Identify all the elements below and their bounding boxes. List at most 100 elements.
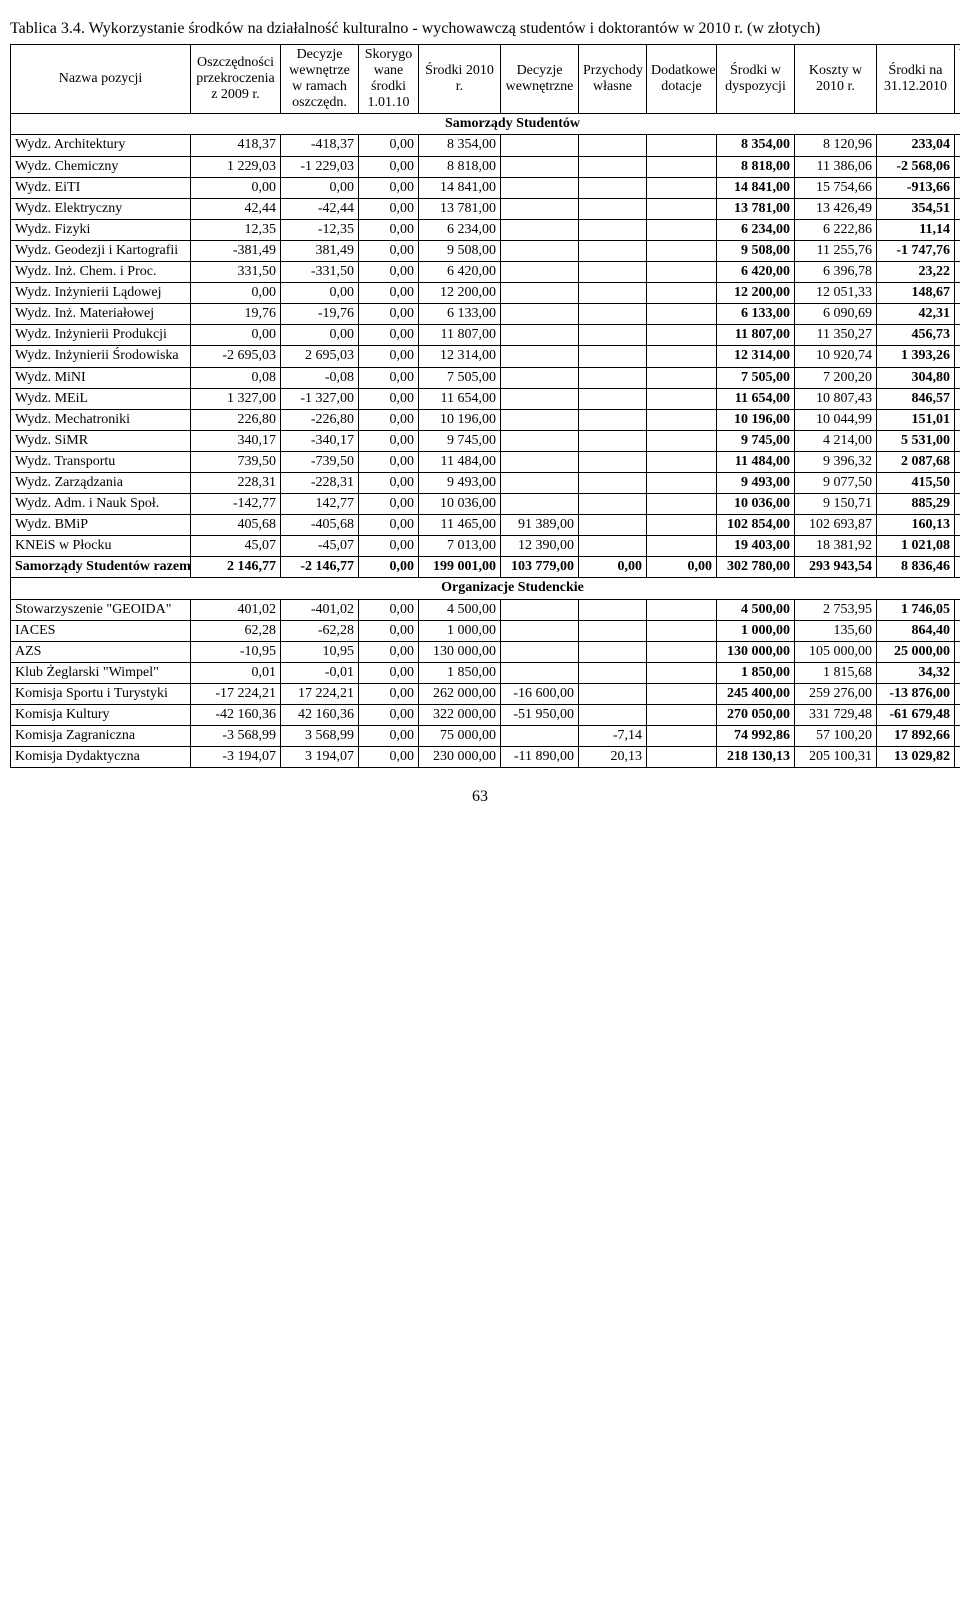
cell: [501, 641, 579, 662]
cell: 0,00: [359, 515, 419, 536]
cell: 228,31: [191, 472, 281, 493]
cell: [647, 620, 717, 641]
cell: [647, 367, 717, 388]
cell: 405,68: [191, 515, 281, 536]
table-row: Wydz. BMiP405,68-405,680,0011 465,0091 3…: [11, 515, 960, 536]
row-name: Komisja Kultury: [11, 705, 191, 726]
cell: 34,32: [877, 662, 955, 683]
table-row: Klub Żeglarski "Wimpel"0,01-0,010,001 85…: [11, 662, 960, 683]
cell: [647, 283, 717, 304]
cell: [647, 641, 717, 662]
row-name: IACES: [11, 620, 191, 641]
table-row: Wydz. Inżynierii Lądowej0,000,000,0012 2…: [11, 283, 960, 304]
cell: 9 745,00: [717, 430, 795, 451]
cell: 10 807,43: [795, 388, 877, 409]
cell: -16 600,00: [501, 683, 579, 704]
cell: -17 224,21: [191, 683, 281, 704]
cell: 11 807,00: [717, 325, 795, 346]
cell: -51 950,00: [501, 705, 579, 726]
cell: 0,00: [359, 599, 419, 620]
cell: 7 505,00: [717, 367, 795, 388]
cell: 0,00: [281, 177, 359, 198]
cell: [501, 262, 579, 283]
cell: 130 000,00: [717, 641, 795, 662]
row-name: Wydz. Geodezji i Kartografii: [11, 240, 191, 261]
cell: 2 087,68: [877, 451, 955, 472]
cell: [579, 388, 647, 409]
cell: -418,37: [281, 135, 359, 156]
cell: 80,8: [955, 641, 960, 662]
cell: 11 255,76: [795, 240, 877, 261]
cell: 102 693,87: [795, 515, 877, 536]
cell: [501, 430, 579, 451]
cell: 0,00: [359, 430, 419, 451]
cell: [579, 536, 647, 557]
table-row: Wydz. MiNI0,08-0,080,007 505,007 505,007…: [11, 367, 960, 388]
table-row: Wydz. MEiL1 327,00-1 327,000,0011 654,00…: [11, 388, 960, 409]
row-name: Stowarzyszenie "GEOIDA": [11, 599, 191, 620]
table-row: Wydz. Inż. Materiałowej19,76-19,760,006 …: [11, 304, 960, 325]
cell: 0,00: [281, 325, 359, 346]
cell: 13 781,00: [717, 198, 795, 219]
cell: [579, 494, 647, 515]
cell: 0,00: [359, 325, 419, 346]
cell: [501, 599, 579, 620]
cell: 0,00: [359, 683, 419, 704]
cell: 135,60: [795, 620, 877, 641]
cell: [647, 346, 717, 367]
cell: [647, 240, 717, 261]
table-row: Wydz. Chemiczny1 229,03-1 229,030,008 81…: [11, 156, 960, 177]
cell: 0,00: [359, 472, 419, 493]
table-row: Wydz. Architektury418,37-418,370,008 354…: [11, 135, 960, 156]
row-name: Wydz. Inż. Chem. i Proc.: [11, 262, 191, 283]
table-row: Wydz. Transportu739,50-739,500,0011 484,…: [11, 451, 960, 472]
cell: -1 229,03: [281, 156, 359, 177]
cell: [501, 472, 579, 493]
cell: 103 779,00: [501, 557, 579, 578]
cell: 0,00: [359, 705, 419, 726]
cell: [647, 451, 717, 472]
row-name: Wydz. Elektryczny: [11, 198, 191, 219]
row-name: Wydz. Inżynierii Środowiska: [11, 346, 191, 367]
column-header: Decyzje wewnętrze w ramach oszczędn.: [281, 45, 359, 114]
cell: 8 354,00: [717, 135, 795, 156]
cell: 62,28: [191, 620, 281, 641]
cell: -331,50: [281, 262, 359, 283]
cell: [647, 430, 717, 451]
cell: 0,00: [191, 325, 281, 346]
cell: [647, 494, 717, 515]
cell: -405,68: [281, 515, 359, 536]
column-header: Przychody własne: [579, 45, 647, 114]
cell: [579, 156, 647, 177]
cell: 95,9: [955, 367, 960, 388]
cell: 0,00: [359, 262, 419, 283]
cell: 7 505,00: [419, 367, 501, 388]
cell: [579, 304, 647, 325]
cell: 19,76: [191, 304, 281, 325]
cell: 0,00: [191, 177, 281, 198]
cell: 8 836,46: [877, 557, 955, 578]
cell: [579, 283, 647, 304]
cell: 7 013,00: [419, 536, 501, 557]
cell: 7 200,20: [795, 367, 877, 388]
cell: [579, 705, 647, 726]
cell: [579, 451, 647, 472]
cell: 10 036,00: [419, 494, 501, 515]
cell: 270 050,00: [717, 705, 795, 726]
cell: 1 229,03: [191, 156, 281, 177]
cell: 12 051,33: [795, 283, 877, 304]
column-header: Dodatkowe dotacje: [647, 45, 717, 114]
cell: 8 354,00: [419, 135, 501, 156]
cell: 14 841,00: [419, 177, 501, 198]
cell: 11 386,06: [795, 156, 877, 177]
cell: 10 044,99: [795, 409, 877, 430]
cell: [579, 262, 647, 283]
cell: 12 390,00: [501, 536, 579, 557]
cell: -913,66: [877, 177, 955, 198]
cell: [501, 620, 579, 641]
cell: 0,00: [359, 156, 419, 177]
cell: 1 000,00: [717, 620, 795, 641]
cell: [579, 135, 647, 156]
cell: 11 350,27: [795, 325, 877, 346]
cell: 99,3: [955, 304, 960, 325]
